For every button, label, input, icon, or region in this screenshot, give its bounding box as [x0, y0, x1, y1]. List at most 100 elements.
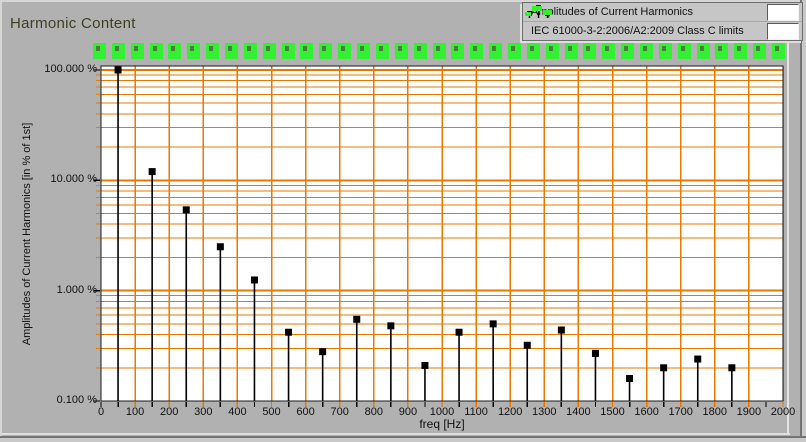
limit-marker-dot — [397, 46, 402, 51]
harmonic-marker — [728, 364, 736, 372]
limit-marker-dot — [605, 46, 610, 51]
y-axis-title: Amplitudes of Current Harmonics [in % of… — [21, 122, 33, 346]
limit-marker — [281, 43, 295, 59]
x-tick-label: 400 — [228, 406, 247, 418]
limit-marker-dot — [567, 46, 572, 51]
limit-marker-dot — [190, 46, 195, 51]
limit-marker-dot — [510, 46, 515, 51]
limit-marker — [564, 43, 578, 59]
plot-legend: Amplitudes of Current Harmonics IEC 6100… — [522, 2, 803, 41]
limit-marker — [602, 43, 616, 59]
limit-marker — [338, 43, 352, 59]
legend-label-limits: IEC 61000-3-2:2006/A2:2009 Class C limit… — [531, 25, 744, 37]
limit-marker-dot — [228, 46, 233, 51]
limit-marker-dot — [529, 46, 534, 51]
legend-item-limits[interactable]: IEC 61000-3-2:2006/A2:2009 Class C limit… — [523, 6, 802, 40]
limit-marker — [658, 43, 672, 59]
x-tick-label: 1200 — [497, 406, 523, 418]
x-tick-label: 1300 — [532, 406, 557, 418]
harmonic-marker — [591, 349, 599, 357]
harmonic-marker — [216, 243, 224, 251]
graph-bevel-highlight-right — [787, 42, 789, 433]
limit-marker-dot — [624, 46, 629, 51]
legend-item-harmonics[interactable]: Amplitudes of Current Harmonics — [523, 3, 802, 21]
limit-marker-dot — [265, 46, 270, 51]
limit-marker-dot — [246, 46, 251, 51]
limit-marker — [489, 43, 503, 59]
x-tick-label: 1100 — [464, 406, 488, 418]
x-tick-label: 1700 — [668, 406, 693, 418]
limit-marker — [545, 43, 559, 59]
limit-marker-dot — [341, 46, 346, 51]
limit-marker — [394, 43, 408, 59]
limit-marker — [696, 43, 710, 59]
limit-marker-dot — [661, 46, 666, 51]
x-tick-label: 800 — [364, 406, 383, 418]
plot-area — [94, 65, 784, 407]
harmonic-marker — [523, 341, 531, 349]
limit-marker-dot — [360, 46, 365, 51]
limit-marker-dot — [303, 46, 308, 51]
window-bevel-bottom-dark — [0, 436, 806, 438]
harmonic-marker — [250, 276, 258, 284]
limit-marker — [432, 43, 446, 59]
limit-marker — [300, 43, 314, 59]
x-tick-label: 600 — [296, 406, 315, 418]
harmonic-marker — [387, 322, 395, 330]
x-tick-label: 200 — [160, 406, 179, 418]
limit-marker — [319, 43, 333, 59]
green-limits-glyph[interactable] — [525, 6, 799, 40]
limit-marker — [168, 43, 182, 59]
window-bevel-bottom-groove — [2, 433, 790, 435]
x-tick-label: 100 — [125, 406, 145, 418]
harmonic-marker — [455, 328, 463, 336]
limit-marker-dot — [756, 46, 761, 51]
x-tick-label: 1600 — [634, 406, 659, 418]
limit-marker — [715, 43, 729, 59]
limit-marker — [677, 43, 691, 59]
x-tick-label: 300 — [194, 406, 213, 418]
limit-marker — [206, 43, 220, 59]
limit-marker — [734, 43, 748, 59]
limit-marker-dot — [284, 46, 289, 51]
harmonic-marker — [319, 348, 327, 356]
x-axis-title: freq [Hz] — [419, 417, 465, 431]
limit-marker-dot — [548, 46, 553, 51]
limit-marker-dot — [718, 46, 723, 51]
harmonic-marker — [489, 320, 497, 328]
stem-plot-glyph[interactable] — [527, 3, 799, 21]
limit-marker — [526, 43, 540, 59]
limit-marker-dot — [96, 46, 100, 51]
limit-marker-dot — [737, 46, 742, 51]
x-tick-label: 900 — [398, 406, 418, 418]
limit-marker — [187, 43, 201, 59]
x-tick-label: 0 — [97, 406, 105, 418]
limit-marker-dot — [152, 46, 157, 51]
x-tick-label: 1500 — [600, 406, 625, 418]
harmonic-marker — [353, 315, 361, 323]
window-bevel-right-light — [802, 0, 806, 442]
harmonic-marker — [557, 326, 565, 334]
harmonic-marker — [660, 364, 668, 372]
harmonic-marker — [626, 374, 634, 382]
limit-marker-dot — [492, 46, 497, 51]
window-bevel-right-dark — [800, 0, 802, 442]
x-tick-label: 1900 — [736, 406, 762, 418]
limit-marker-dot — [378, 46, 383, 51]
limit-marker — [111, 43, 125, 59]
harmonic-marker — [694, 355, 702, 363]
harmonic-marker — [285, 328, 293, 336]
green-limits-glyph-svg — [525, 6, 552, 16]
x-tick-label: 1000 — [429, 406, 455, 418]
harmonic-marker — [148, 168, 156, 176]
x-tick-label: 1800 — [702, 406, 728, 418]
window-bevel-left — [0, 0, 2, 442]
limit-marker-dot — [209, 46, 214, 51]
limit-marker — [375, 43, 389, 59]
limit-marker-dot — [586, 46, 591, 51]
y-tick-label: 1.000 % — [56, 283, 97, 296]
limit-marker-dot — [642, 46, 647, 51]
limit-marker — [262, 43, 276, 59]
limit-marker — [225, 43, 239, 59]
limit-marker — [470, 43, 484, 59]
